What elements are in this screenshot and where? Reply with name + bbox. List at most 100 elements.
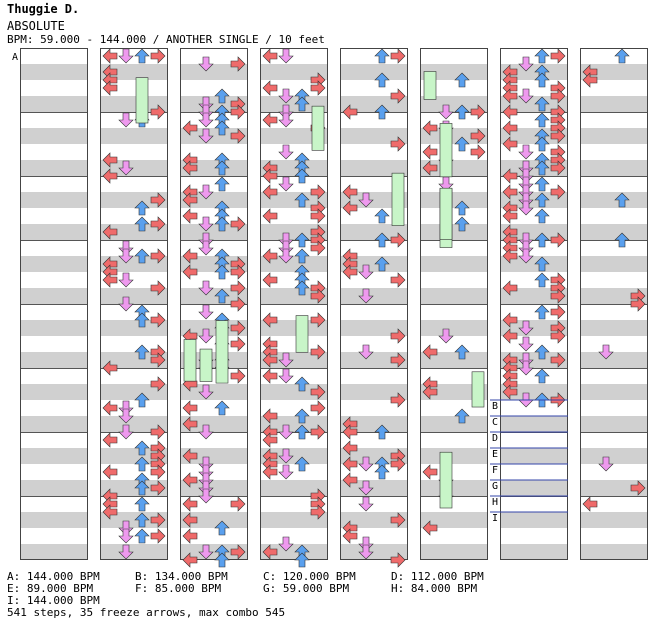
step-arrow-down — [358, 496, 374, 512]
beat-row-shaded — [180, 416, 248, 432]
beat-row-shaded — [420, 96, 488, 112]
step-arrow-left — [502, 208, 518, 224]
step-arrow-right — [390, 392, 406, 408]
bpm-legend-H: H: 84.000 BPM — [391, 582, 478, 595]
beat-row-light — [100, 48, 168, 65]
beat-row-shaded — [20, 256, 88, 272]
beat-row-shaded — [20, 192, 88, 208]
step-arrow-up — [134, 216, 150, 232]
step-arrow-left — [182, 208, 198, 224]
step-arrow-up — [374, 256, 390, 272]
step-arrow-down — [198, 216, 214, 232]
beat-row-light — [580, 144, 648, 161]
beat-row-shaded — [20, 320, 88, 336]
step-arrow-left — [262, 408, 278, 424]
beat-row-shaded — [500, 256, 568, 272]
step-arrow-right — [550, 288, 566, 304]
beat-row-shaded — [420, 128, 488, 144]
step-arrow-left — [102, 400, 118, 416]
beat-row-shaded — [20, 448, 88, 464]
beat-row-light — [260, 304, 328, 321]
step-arrow-up — [374, 104, 390, 120]
step-arrow-up — [294, 192, 310, 208]
chart-column-7 — [500, 48, 568, 560]
beat-row-light — [580, 48, 648, 65]
beat-row-shaded — [500, 480, 568, 496]
step-arrow-down — [198, 304, 214, 320]
step-arrow-left — [502, 136, 518, 152]
chart-column-2 — [100, 48, 168, 560]
step-arrow-left — [262, 464, 278, 480]
step-arrow-left — [262, 48, 278, 64]
beat-row-light — [20, 304, 88, 321]
freeze-arrow — [183, 339, 197, 382]
step-arrow-left — [502, 384, 518, 400]
column-border — [500, 48, 568, 560]
beat-row-shaded — [20, 480, 88, 496]
beat-row-shaded — [340, 352, 408, 368]
beat-row-light — [580, 336, 648, 353]
step-arrow-up — [614, 232, 630, 248]
step-arrow-up — [294, 96, 310, 112]
step-arrow-left — [582, 72, 598, 88]
beat-row-light — [260, 240, 328, 257]
step-arrow-down — [278, 352, 294, 368]
step-arrow-right — [230, 544, 246, 560]
beat-row-light — [260, 80, 328, 97]
beat-row-shaded — [180, 128, 248, 144]
step-arrow-down — [518, 240, 534, 256]
beat-row-light — [500, 80, 568, 97]
beat-row-shaded — [100, 544, 168, 560]
beat-row-shaded — [100, 352, 168, 368]
step-arrow-down — [278, 48, 294, 64]
beat-row-light — [20, 432, 88, 449]
step-arrow-right — [310, 288, 326, 304]
step-arrow-right — [310, 312, 326, 328]
beat-row-shaded — [260, 416, 328, 432]
beat-row-shaded — [100, 256, 168, 272]
step-arrow-right — [310, 344, 326, 360]
bpm-marker-H: H — [492, 497, 498, 508]
step-arrow-up — [134, 248, 150, 264]
step-arrow-right — [150, 216, 166, 232]
step-arrow-up — [454, 408, 470, 424]
step-arrow-up — [534, 48, 550, 64]
step-arrow-down — [518, 88, 534, 104]
beat-row-light — [260, 496, 328, 513]
step-arrow-left — [182, 472, 198, 488]
step-arrow-left — [182, 528, 198, 544]
beat-row-shaded — [580, 352, 648, 368]
step-arrow-left — [262, 544, 278, 560]
beat-row-shaded — [260, 512, 328, 528]
beat-row-light — [500, 272, 568, 289]
column-border — [20, 48, 88, 560]
beat-row-light — [580, 464, 648, 481]
beat-row-light — [20, 400, 88, 417]
beat-row-light — [180, 112, 248, 129]
step-arrow-right — [390, 48, 406, 64]
step-arrow-right — [390, 328, 406, 344]
beat-row-light — [340, 112, 408, 129]
beat-row-shaded — [420, 224, 488, 240]
beat-row-shaded — [340, 128, 408, 144]
bpm-legend-F: F: 85.000 BPM — [135, 582, 222, 595]
chart-column-4 — [260, 48, 328, 568]
beat-row-shaded — [20, 160, 88, 176]
beat-row-light — [420, 176, 488, 193]
step-arrow-right — [150, 104, 166, 120]
beat-row-shaded — [340, 544, 408, 560]
step-arrow-down — [118, 528, 134, 544]
step-arrow-right — [310, 400, 326, 416]
step-arrow-right — [390, 352, 406, 368]
step-arrow-up — [134, 312, 150, 328]
step-arrow-down — [278, 104, 294, 120]
beat-row-shaded — [20, 544, 88, 560]
step-arrow-up — [374, 424, 390, 440]
step-arrow-up — [294, 280, 310, 296]
beat-row-shaded — [580, 64, 648, 80]
beat-row-light — [100, 368, 168, 385]
column-border — [340, 48, 408, 560]
beat-row-shaded — [580, 544, 648, 560]
step-arrow-up — [134, 344, 150, 360]
beat-row-light — [180, 176, 248, 193]
